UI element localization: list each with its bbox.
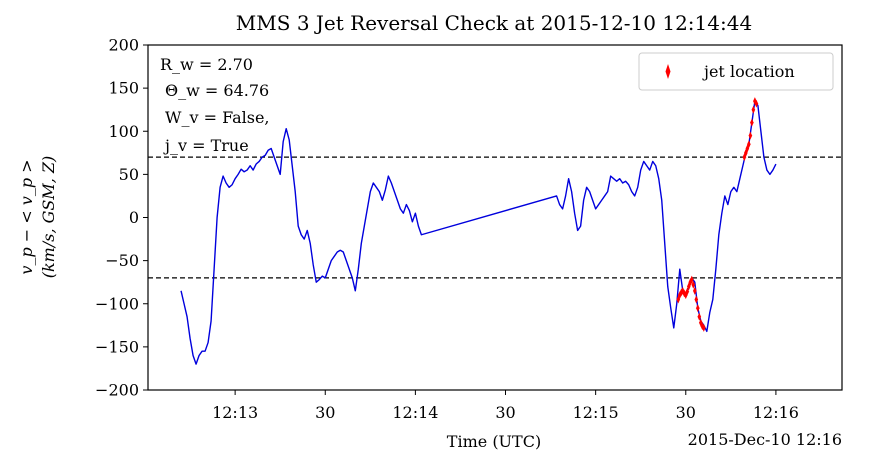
jet-point [702, 323, 706, 332]
x-axis-label: Time (UTC) [447, 432, 541, 451]
annotation-theta: Θ_w = 64.76 [165, 81, 269, 100]
jet-point [700, 322, 705, 331]
chart-title: MMS 3 Jet Reversal Check at 2015-12-10 1… [236, 11, 752, 35]
legend-entry-jet-location: jet location [702, 62, 795, 81]
jet-point [697, 312, 702, 321]
y-tick-label: −150 [95, 337, 139, 356]
jet-point [695, 304, 700, 313]
annotation-rw: R_w = 2.70 [160, 55, 253, 74]
jet-point [747, 140, 751, 149]
jet-point [748, 131, 753, 140]
annotation-jv: j_v = True [163, 136, 249, 155]
y-tick-label: 100 [108, 122, 139, 141]
jet-point [677, 291, 682, 300]
x-tick-label: 12:16 [753, 403, 799, 422]
y-tick-label: −200 [95, 381, 139, 400]
jet-point [750, 118, 754, 127]
jet-point [694, 295, 699, 304]
x-tick-label: 12:13 [212, 403, 258, 422]
jet-point [683, 291, 688, 300]
y-axis-label-line1: v_p − < v_p > [17, 159, 36, 274]
y-tick-label: 50 [119, 165, 139, 184]
x-tick-label: 30 [315, 403, 335, 422]
x-tick-label: 12:15 [573, 403, 619, 422]
y-axis: −200 −150 −100 −50 0 50 100 150 200 [95, 36, 148, 400]
jet-point [688, 278, 693, 287]
x-axis: 12:13 30 12:14 30 12:15 30 12:16 [212, 390, 799, 422]
legend-marker-diamond-icon [665, 64, 671, 79]
stats-annotation: R_w = 2.70 Θ_w = 64.76 W_v = False, j_v … [160, 55, 270, 155]
threshold-lines [148, 156, 842, 279]
legend: jet location [638, 52, 834, 91]
y-axis-label: v_p − < v_p > (km/s, GSM, Z) [17, 156, 58, 279]
date-offset-label: 2015-Dec-10 12:16 [688, 430, 842, 449]
jet-point [685, 287, 690, 296]
x-tick-label: 12:14 [392, 403, 438, 422]
jet-point [745, 144, 750, 153]
series-line [180, 100, 777, 365]
legend-box [638, 52, 834, 91]
jet-point [689, 275, 694, 284]
y-tick-label: 200 [108, 36, 139, 55]
jet-markers [676, 97, 759, 332]
series-line-path [180, 100, 777, 365]
jet-point [754, 99, 759, 108]
jet-point [751, 105, 756, 114]
plot-area [147, 44, 843, 391]
y-tick-label: 0 [129, 208, 139, 227]
x-tick-label: 30 [495, 403, 515, 422]
y-tick-label: 150 [108, 79, 139, 98]
y-tick-label: −50 [105, 251, 139, 270]
x-tick-label: 30 [676, 403, 696, 422]
y-axis-label-line2: (km/s, GSM, Z) [39, 156, 58, 279]
annotation-wv: W_v = False, [165, 108, 270, 127]
jet-point [692, 286, 697, 295]
jet-point [691, 280, 696, 289]
y-tick-label: −100 [95, 294, 139, 313]
